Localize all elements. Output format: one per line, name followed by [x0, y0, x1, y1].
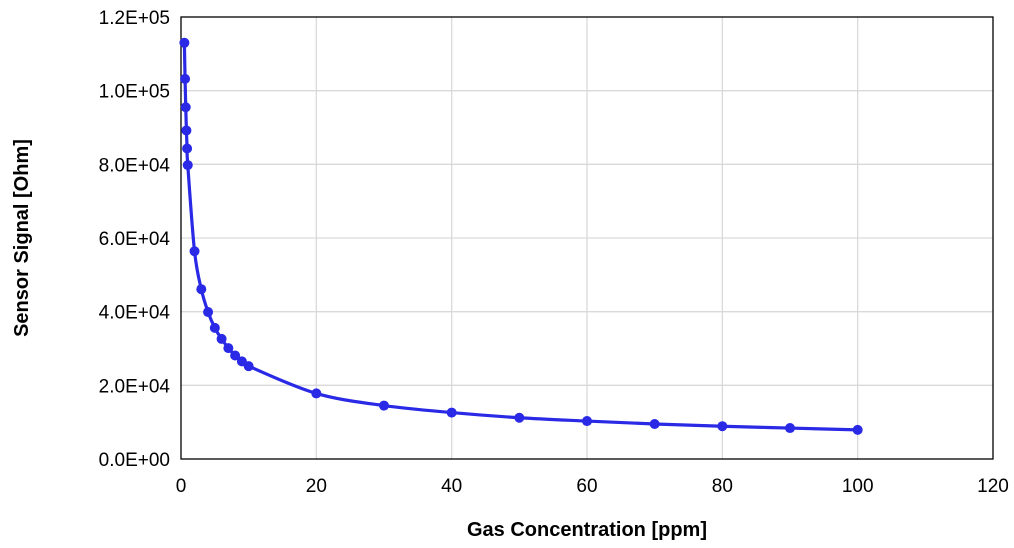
x-axis-title: Gas Concentration [ppm] [467, 519, 707, 541]
data-point [379, 400, 389, 411]
y-tick-label: 8.0E+04 [99, 155, 171, 176]
data-point [582, 416, 592, 427]
data-point [180, 102, 191, 113]
x-tick-label: 0 [176, 476, 187, 497]
grid-lines [181, 17, 993, 459]
data-point [446, 407, 457, 418]
x-tick-label: 60 [576, 476, 597, 497]
y-tick-label: 6.0E+04 [99, 229, 171, 250]
x-tick-label: 20 [306, 476, 327, 497]
data-point [182, 160, 193, 171]
y-tick-label: 4.0E+04 [99, 303, 171, 324]
data-point [182, 143, 193, 154]
y-axis-title: Sensor Signal [Ohm] [11, 139, 33, 337]
series-line [182, 42, 858, 432]
data-point [785, 423, 795, 434]
data-point [209, 322, 220, 333]
data-point [223, 343, 234, 354]
tick-labels: 0 20 40 60 80 100 120 0.0E+00 2.0E+04 4.0E+04 6.0E… [99, 8, 1009, 497]
y-tick-label: 1.0E+05 [99, 82, 170, 103]
data-point [243, 361, 254, 372]
data-point [203, 307, 214, 318]
data-point [179, 37, 190, 48]
series-layer [179, 37, 863, 435]
data-point [180, 73, 191, 84]
y-tick-label: 1.2E+05 [99, 8, 170, 29]
data-point [216, 333, 227, 344]
data-point [649, 419, 660, 430]
x-tick-label: 120 [977, 476, 1009, 497]
y-tick-label: 2.0E+04 [99, 376, 171, 397]
data-point [181, 125, 192, 136]
data-point [230, 350, 241, 361]
y-tick-label: 0.0E+00 [99, 450, 170, 471]
data-point [852, 424, 863, 435]
data-point [514, 412, 525, 423]
plot-area-frame [180, 16, 994, 460]
data-point [717, 421, 728, 432]
x-tick-label: 100 [842, 476, 874, 497]
data-point [189, 246, 200, 257]
data-point [196, 284, 207, 295]
x-tick-label: 80 [712, 476, 733, 497]
x-tick-label: 40 [441, 476, 462, 497]
data-point [311, 388, 322, 399]
